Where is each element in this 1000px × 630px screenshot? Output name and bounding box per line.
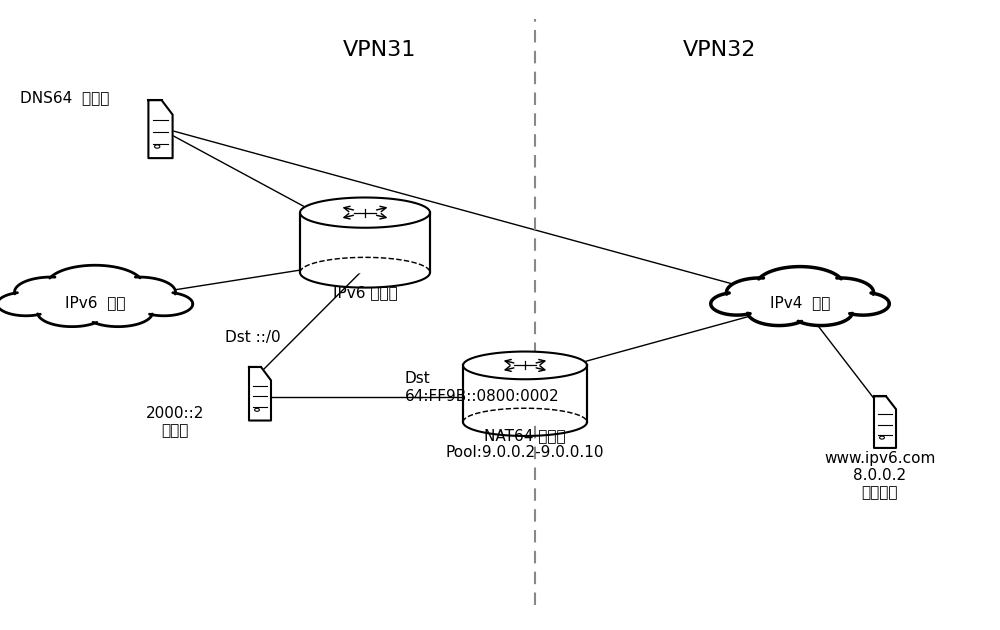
Text: NAT64 服务器
Pool:9.0.0.2-9.0.0.10: NAT64 服务器 Pool:9.0.0.2-9.0.0.10 xyxy=(446,428,604,461)
Text: VPN31: VPN31 xyxy=(343,40,417,60)
Polygon shape xyxy=(463,365,587,422)
Polygon shape xyxy=(47,265,143,305)
Polygon shape xyxy=(15,277,88,307)
Polygon shape xyxy=(249,367,271,421)
Polygon shape xyxy=(806,278,874,307)
Polygon shape xyxy=(300,198,430,227)
Text: www.ipv6.com
8.0.0.2
目的终端: www.ipv6.com 8.0.0.2 目的终端 xyxy=(824,450,936,501)
Polygon shape xyxy=(748,299,810,326)
Polygon shape xyxy=(837,292,889,315)
Text: IPv4  网络: IPv4 网络 xyxy=(770,295,830,310)
Text: VPN32: VPN32 xyxy=(683,40,757,60)
Text: DNS64  服务器: DNS64 服务器 xyxy=(20,90,109,105)
Polygon shape xyxy=(102,277,176,307)
Polygon shape xyxy=(790,299,852,326)
Polygon shape xyxy=(463,352,587,379)
Polygon shape xyxy=(135,292,193,316)
Polygon shape xyxy=(727,278,794,307)
Text: 2000::2
源终端: 2000::2 源终端 xyxy=(146,406,204,438)
Polygon shape xyxy=(148,100,173,158)
Text: IPv6  网络: IPv6 网络 xyxy=(65,295,125,310)
Polygon shape xyxy=(0,292,55,316)
Polygon shape xyxy=(756,266,844,305)
Text: Dst
64:FF9B::0800:0002: Dst 64:FF9B::0800:0002 xyxy=(405,371,560,404)
Polygon shape xyxy=(874,396,896,448)
Polygon shape xyxy=(300,213,430,272)
Text: IPv6 路由器: IPv6 路由器 xyxy=(333,285,397,301)
Polygon shape xyxy=(711,292,763,315)
Text: Dst ::/0: Dst ::/0 xyxy=(225,329,281,345)
Polygon shape xyxy=(38,299,106,326)
Polygon shape xyxy=(300,213,430,272)
Polygon shape xyxy=(463,365,587,422)
Polygon shape xyxy=(84,299,152,326)
